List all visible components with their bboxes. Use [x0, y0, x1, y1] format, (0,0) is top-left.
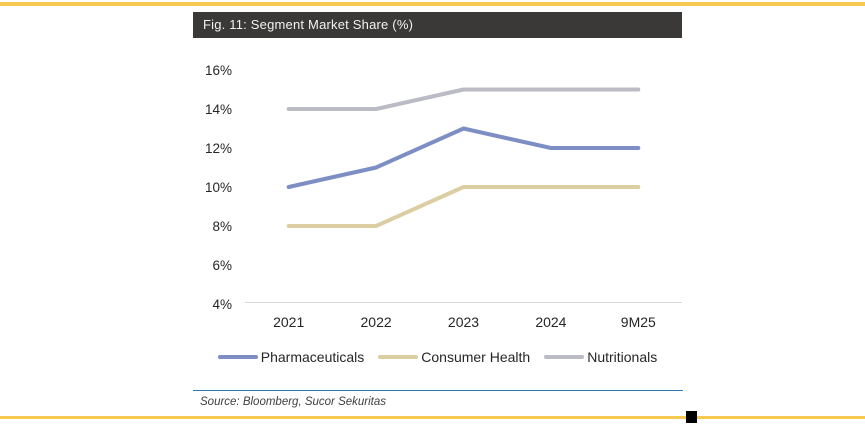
figure-title-bar: Fig. 11: Segment Market Share (%) — [193, 12, 682, 38]
x-axis-line — [245, 302, 682, 303]
legend-label-nutritionals: Nutritionals — [587, 349, 658, 365]
y-tick-label-16: 16% — [204, 62, 232, 78]
legend-label-pharmaceuticals: Pharmaceuticals — [260, 349, 365, 365]
top-accent-rule — [0, 2, 865, 6]
legend-item-consumer-health: Consumer Health — [378, 349, 530, 365]
page-corner-marker — [686, 411, 697, 423]
series-line-consumer-health — [286, 185, 641, 228]
x-tick-label-2023: 2023 — [447, 314, 480, 330]
y-tick-label-10: 10% — [204, 179, 232, 195]
legend-swatch-consumer-health — [378, 355, 419, 359]
y-tick-label-6: 6% — [212, 257, 232, 273]
legend-swatch-nutritionals — [544, 355, 585, 359]
bottom-accent-rule — [0, 416, 865, 419]
source-note: Source: Bloomberg, Sucor Sekuritas — [200, 396, 387, 408]
figure-title: Fig. 11: Segment Market Share (%) — [203, 17, 414, 32]
x-tick-label-2024: 2024 — [535, 314, 567, 330]
x-tick-label-9m25: 9M25 — [620, 314, 656, 330]
chart-legend: Pharmaceuticals Consumer Health Nutritiona… — [193, 349, 682, 365]
legend-swatch-pharmaceuticals — [217, 355, 258, 359]
x-tick-label-2021: 2021 — [273, 314, 305, 330]
y-tick-label-14: 14% — [204, 101, 232, 117]
source-divider-rule — [193, 390, 683, 391]
y-tick-label-8: 8% — [212, 218, 232, 234]
x-tick-label-2022: 2022 — [360, 314, 392, 330]
series-line-nutritionals — [286, 87, 641, 111]
legend-item-pharmaceuticals: Pharmaceuticals — [217, 349, 365, 365]
y-tick-label-4: 4% — [212, 296, 232, 312]
legend-item-nutritionals: Nutritionals — [544, 349, 657, 365]
y-tick-label-12: 12% — [204, 140, 232, 156]
legend-label-consumer-health: Consumer Health — [421, 349, 531, 365]
series-line-pharmaceuticals — [286, 126, 641, 189]
